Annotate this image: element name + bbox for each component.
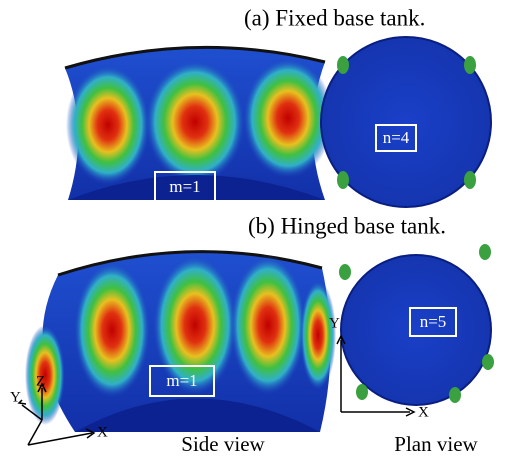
- axis-label: Y: [10, 389, 21, 405]
- side-view-b: m=1: [25, 252, 336, 432]
- plan-view-a: n=4: [321, 37, 491, 207]
- caption: Plan view: [394, 432, 478, 456]
- axis-label: X: [97, 424, 108, 440]
- axis-label: Y: [329, 315, 340, 331]
- mode-label: n=4: [383, 128, 410, 147]
- mode-label: m=1: [169, 177, 200, 196]
- figure: (a) Fixed base tank. m=1 n=4 (b) Hinged …: [0, 0, 520, 462]
- side-view-a: m=1: [65, 47, 333, 202]
- panel-title: (b) Hinged base tank.: [248, 213, 446, 238]
- plan-view-b: n=5: [339, 244, 494, 405]
- mode-label: n=5: [420, 312, 447, 331]
- caption: Side view: [181, 432, 265, 456]
- mode-label: m=1: [166, 371, 197, 390]
- panel-title: (a) Fixed base tank.: [244, 5, 425, 30]
- axis-label: X: [418, 404, 429, 420]
- axis-label: Z: [36, 373, 45, 389]
